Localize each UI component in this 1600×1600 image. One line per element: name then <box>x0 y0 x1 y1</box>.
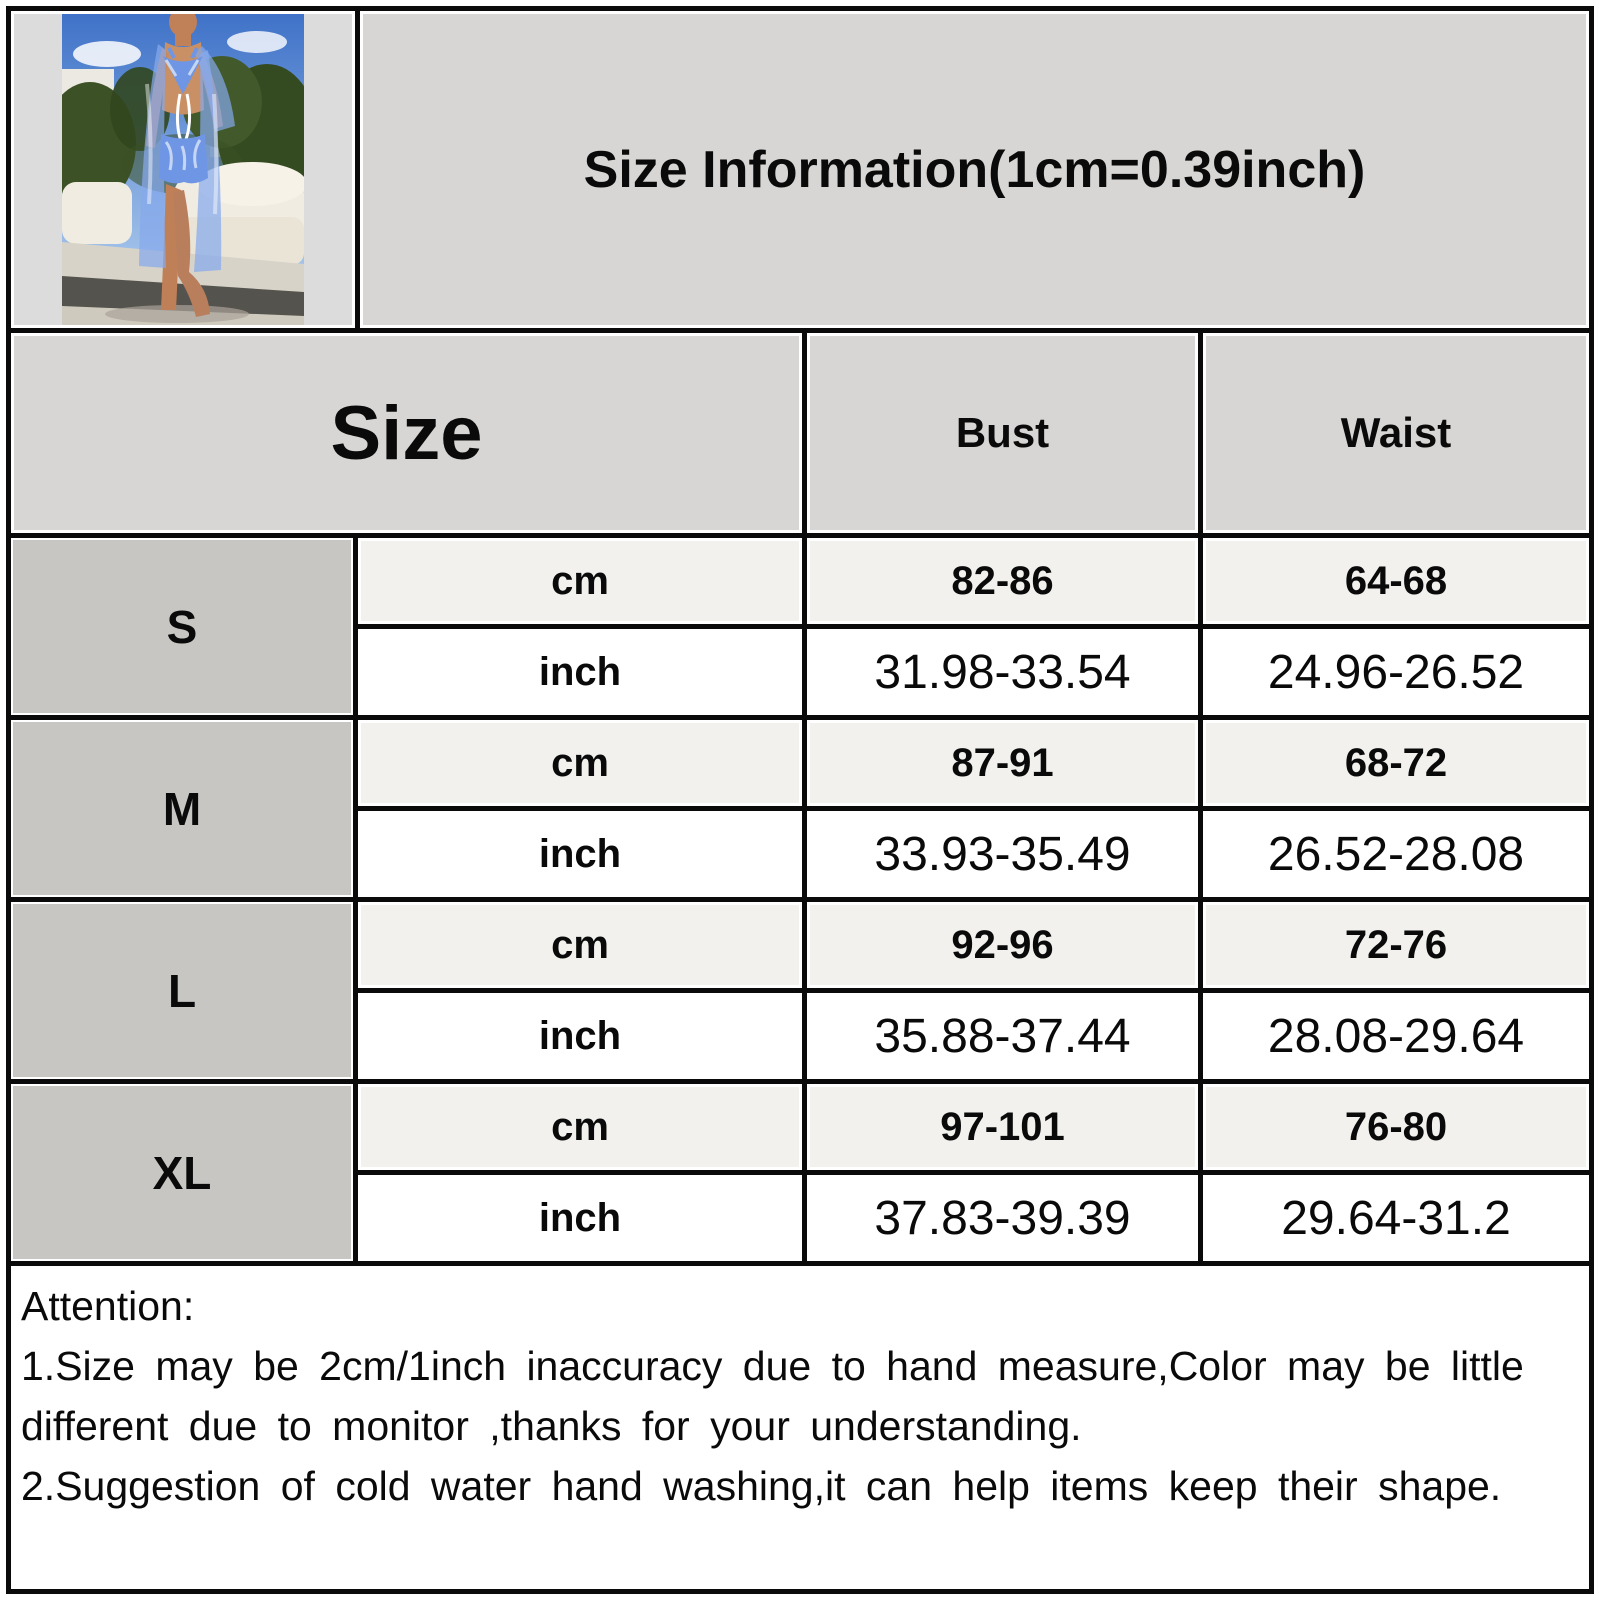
attention-note-line: 1.Size may be 2cm/1inch inaccuracy due t… <box>21 1343 1524 1389</box>
xl-waist-inch: 29.64-31.2 <box>1203 1175 1589 1261</box>
attention-heading: Attention: <box>21 1283 195 1329</box>
unit-label-cm: cm <box>358 1084 802 1170</box>
bust-column-header: Bust <box>807 333 1198 533</box>
unit-label-inch: inch <box>358 629 802 715</box>
size-label-m: M <box>11 720 353 897</box>
unit-label-cm: cm <box>358 538 802 624</box>
attention-section: Attention: 1.Size may be 2cm/1inch inacc… <box>11 1266 1589 1516</box>
product-photo-illustration <box>62 14 304 325</box>
size-information-title: Size Information(1cm=0.39inch) <box>583 140 1366 199</box>
l-bust-cm: 92-96 <box>807 902 1198 988</box>
l-bust-inch: 35.88-37.44 <box>807 993 1198 1079</box>
s-waist-inch: 24.96-26.52 <box>1203 629 1589 715</box>
size-chart-frame: Size Information(1cm=0.39inch) Size Bust… <box>6 6 1594 1594</box>
unit-label-cm: cm <box>358 902 802 988</box>
attention-note-line: 2.Suggestion of cold water hand washing,… <box>21 1463 1502 1509</box>
m-bust-cm: 87-91 <box>807 720 1198 806</box>
m-waist-cm: 68-72 <box>1203 720 1589 806</box>
m-waist-inch: 26.52-28.08 <box>1203 811 1589 897</box>
title-cell: Size Information(1cm=0.39inch) <box>360 11 1589 328</box>
m-bust-inch: 33.93-35.49 <box>807 811 1198 897</box>
unit-label-cm: cm <box>358 720 802 806</box>
xl-bust-cm: 97-101 <box>807 1084 1198 1170</box>
product-photo <box>62 14 304 325</box>
l-waist-cm: 72-76 <box>1203 902 1589 988</box>
size-label-s: S <box>11 538 353 715</box>
waist-column-header: Waist <box>1203 333 1589 533</box>
size-column-header: Size <box>11 333 802 533</box>
product-photo-cell <box>11 11 355 328</box>
size-table: Size Bust Waist S cm 82-86 64-68 inch 31… <box>11 333 1589 1266</box>
l-waist-inch: 28.08-29.64 <box>1203 993 1589 1079</box>
s-bust-cm: 82-86 <box>807 538 1198 624</box>
xl-bust-inch: 37.83-39.39 <box>807 1175 1198 1261</box>
s-waist-cm: 64-68 <box>1203 538 1589 624</box>
size-label-xl: XL <box>11 1084 353 1261</box>
unit-label-inch: inch <box>358 993 802 1079</box>
size-label-l: L <box>11 902 353 1079</box>
xl-waist-cm: 76-80 <box>1203 1084 1589 1170</box>
unit-label-inch: inch <box>358 1175 802 1261</box>
unit-label-inch: inch <box>358 811 802 897</box>
attention-note-line: different due to monitor ,thanks for you… <box>21 1403 1082 1449</box>
top-band: Size Information(1cm=0.39inch) <box>11 11 1589 333</box>
s-bust-inch: 31.98-33.54 <box>807 629 1198 715</box>
